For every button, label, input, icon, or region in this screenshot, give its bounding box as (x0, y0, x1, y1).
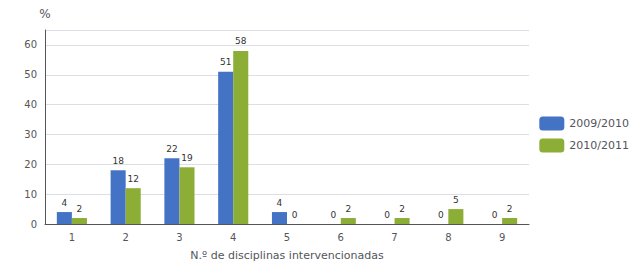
svg-text:2: 2 (399, 204, 405, 214)
svg-text:2009/2010: 2009/2010 (569, 117, 629, 130)
svg-text:0: 0 (492, 210, 498, 220)
svg-text:0: 0 (330, 210, 336, 220)
svg-text:0: 0 (292, 210, 298, 220)
svg-text:5: 5 (453, 195, 459, 205)
svg-text:3: 3 (176, 232, 182, 243)
svg-text:2: 2 (122, 232, 128, 243)
svg-text:50: 50 (24, 69, 37, 80)
svg-text:4: 4 (277, 198, 283, 208)
svg-text:7: 7 (391, 232, 397, 243)
svg-text:40: 40 (24, 99, 37, 110)
svg-text:4: 4 (61, 198, 67, 208)
svg-text:%: % (39, 7, 50, 21)
svg-text:N.º de disciplinas intervencio: N.º de disciplinas intervencionadas (190, 249, 384, 262)
svg-text:2: 2 (507, 204, 513, 214)
svg-text:0: 0 (438, 210, 444, 220)
svg-text:0: 0 (384, 210, 390, 220)
svg-text:6: 6 (338, 232, 344, 243)
svg-text:19: 19 (181, 153, 193, 163)
svg-text:2: 2 (77, 204, 83, 214)
svg-text:12: 12 (127, 174, 138, 184)
svg-text:10: 10 (24, 189, 37, 200)
svg-text:20: 20 (24, 159, 37, 170)
svg-text:18: 18 (112, 156, 124, 166)
svg-text:51: 51 (220, 57, 231, 67)
svg-text:9: 9 (499, 232, 505, 243)
svg-text:60: 60 (24, 39, 37, 50)
svg-text:2: 2 (345, 204, 351, 214)
svg-text:58: 58 (235, 36, 247, 46)
svg-text:1: 1 (69, 232, 75, 243)
svg-text:4: 4 (230, 232, 236, 243)
svg-text:30: 30 (24, 129, 37, 140)
svg-text:2010/2011: 2010/2011 (569, 139, 629, 152)
svg-text:22: 22 (166, 144, 177, 154)
svg-text:0: 0 (31, 219, 37, 230)
svg-text:5: 5 (284, 232, 290, 243)
svg-text:8: 8 (445, 232, 451, 243)
